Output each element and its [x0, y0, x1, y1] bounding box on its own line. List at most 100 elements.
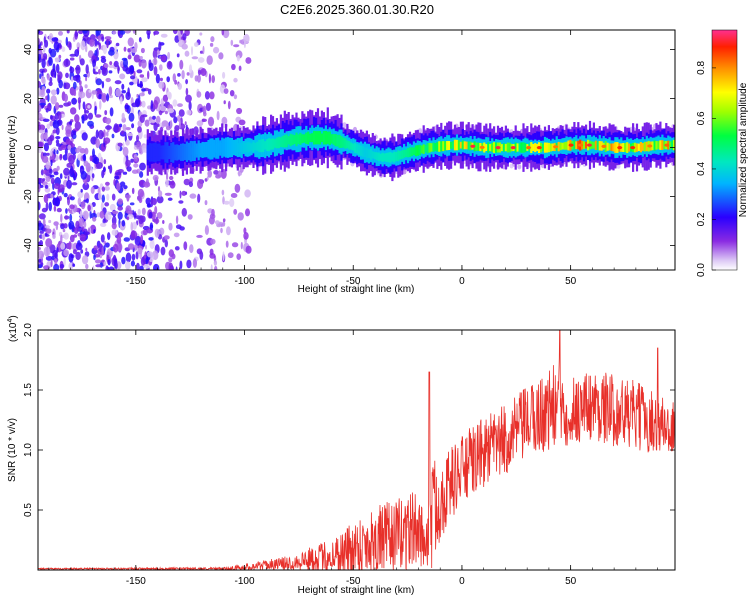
spectrogram-ridge-cell — [264, 141, 267, 150]
spectrogram-noise-cell — [59, 154, 63, 159]
spectrogram-noise-cell — [53, 149, 56, 155]
spectrogram-noise-cell — [245, 57, 252, 64]
spectrogram-noise-cell — [178, 109, 185, 117]
spectrogram-noise-cell — [69, 53, 77, 57]
spectrogram-noise-cell — [178, 119, 181, 129]
spectrogram-noise-cell — [162, 94, 169, 103]
spectrogram-noise-cell — [111, 229, 118, 236]
spectrogram-ridge-cell — [322, 131, 325, 145]
spectrogram-noise-cell — [91, 90, 98, 95]
spectrogram-noise-cell — [49, 76, 53, 83]
spectrogram-noise-cell — [108, 49, 115, 56]
colorbar-ticks: 0.0 0.2 0.4 0.6 0.8 — [696, 61, 716, 277]
spectrogram-ridge-cell — [645, 141, 648, 152]
spectrogram-noise-cell — [80, 201, 86, 210]
spectrogram-ridge-cell — [594, 140, 597, 150]
spectrogram-peak-cell — [526, 146, 532, 150]
spectrogram-noise-cell — [47, 182, 51, 187]
colorbar-gradient — [711, 29, 738, 271]
spectrogram-noise-cell — [186, 109, 192, 116]
spectrogram-peak-cell — [630, 146, 636, 150]
spectrogram-ridge-cell — [219, 143, 222, 153]
spectrogram-noise-cell — [121, 112, 125, 120]
spectrogram-noise-cell — [87, 50, 94, 59]
spectrogram-noise-cell — [57, 71, 63, 80]
spectrogram-panel: -150 -100 -50 0 50 40 20 0 -20 -40 Height of str… — [7, 29, 679, 295]
spectrogram-ridge-cell — [626, 142, 629, 153]
spectrogram-ridge-cell — [659, 140, 662, 150]
spectrogram-noise-cell — [185, 79, 189, 85]
spectrogram-noise-cell — [81, 115, 85, 124]
spectrogram-noise-cell — [182, 33, 187, 41]
spectrogram-noise-cell — [45, 228, 52, 234]
spectrogram-ridge-cell — [201, 145, 204, 155]
spectrogram-noise-cell — [156, 123, 160, 127]
spectrogram-ridge-cell — [677, 137, 679, 153]
spectrogram-ridge-cell — [391, 153, 394, 162]
spectrogram-ridge-cell — [291, 134, 294, 146]
spectrogram-ridge-cell — [377, 152, 380, 162]
spectrogram-noise-cell — [43, 36, 46, 44]
spectrogram-noise-cell — [49, 150, 53, 157]
spectrogram-noise-cell — [60, 213, 63, 223]
spectrogram-ridge-cell — [424, 144, 427, 153]
spectrogram-noise-cell — [121, 83, 125, 90]
spectrogram-ridge-cell — [213, 145, 216, 153]
spectrogram-noise-cell — [48, 81, 53, 87]
spectrogram-noise-cell — [82, 101, 86, 110]
spectrogram-ridge-cell — [338, 134, 341, 148]
spectrogram-noise-cell — [39, 230, 44, 234]
spectrogram-noise-cell — [192, 258, 197, 268]
spectrogram-noise-cell — [121, 90, 126, 94]
spectrogram-noise-cell — [89, 39, 95, 47]
spectrogram-noise-cell — [234, 183, 241, 193]
spectrogram-noise-cell — [122, 171, 128, 175]
spectrogram-noise-cell — [114, 261, 118, 270]
spectrogram-noise-cell — [74, 114, 80, 123]
spectrogram-noise-cell — [156, 212, 163, 219]
spectrogram-ridge-cell — [610, 143, 613, 151]
spectrogram-noise-cell — [63, 257, 66, 267]
spectrogram-noise-cell — [137, 83, 144, 88]
spectrogram-noise-cell — [61, 124, 64, 131]
spectrogram-noise-cell — [43, 246, 51, 257]
spectrogram-ridge-cell — [653, 140, 656, 151]
spectrogram-ridge-cell — [463, 141, 466, 150]
spectrogram-ridge-cell — [181, 146, 185, 158]
spectrogram-ridge-cell — [534, 143, 537, 153]
spectrogram-ridge-cell — [541, 144, 545, 151]
spectrogram-ridge-cell — [254, 142, 257, 151]
spectrogram-noise-cell — [85, 263, 89, 270]
spectrogram-noise-cell — [60, 144, 67, 150]
spectrogram-noise-cell — [51, 40, 54, 44]
spectrogram-noise-cell — [138, 180, 144, 186]
spectrogram-noise-cell — [85, 76, 88, 82]
spectrogram-noise-cell — [160, 246, 166, 256]
spectrogram-noise-cell — [211, 75, 215, 84]
spectrogram-ridge-cell — [315, 131, 318, 145]
spectrogram-noise-cell — [79, 148, 86, 154]
spectrogram-noise-cell — [131, 123, 135, 129]
spectrogram-noise-cell — [42, 118, 50, 123]
spectrogram-noise-cell — [98, 68, 101, 75]
spectrogram-noise-cell — [50, 159, 53, 167]
spectrogram-noise-cell — [173, 232, 180, 238]
spectrogram-ridge-cell — [293, 135, 296, 145]
spectrogram-noise-cell — [68, 262, 74, 270]
spectrogram-noise-cell — [53, 183, 61, 190]
spectrogram-noise-cell — [53, 171, 59, 176]
spectrogram-noise-cell — [207, 169, 212, 178]
spectrogram-noise-cell — [127, 243, 135, 250]
spectrogram-noise-cell — [42, 178, 46, 182]
spectrogram-noise-cell — [183, 241, 188, 251]
spectrogram-noise-cell — [125, 127, 131, 131]
spectrogram-ridge-cell — [399, 151, 402, 160]
spectrogram-noise-cell — [130, 221, 134, 232]
spectrogram-noise-cell — [46, 88, 51, 94]
spectrogram-noise-cell — [63, 223, 68, 229]
spectrogram-noise-cell — [40, 41, 43, 46]
spectrogram-ridge-cell — [428, 142, 431, 153]
snr-x-tick-label: 0 — [459, 576, 465, 587]
spectrogram-noise-cell — [38, 177, 41, 183]
spectrogram-ridge-cell — [403, 150, 406, 158]
